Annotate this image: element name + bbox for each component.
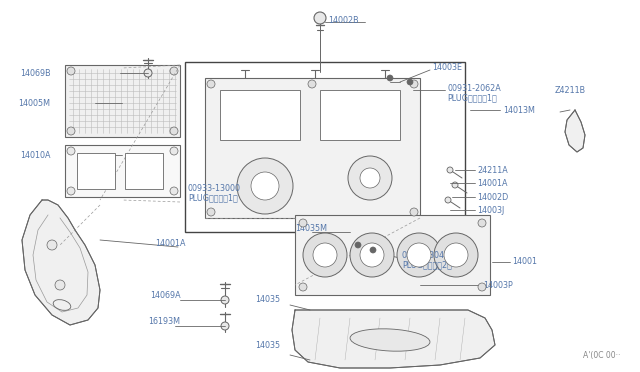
Circle shape bbox=[478, 219, 486, 227]
Text: 14003J: 14003J bbox=[477, 205, 504, 215]
Circle shape bbox=[67, 187, 75, 195]
Circle shape bbox=[170, 127, 178, 135]
Polygon shape bbox=[22, 200, 100, 325]
Text: 00931-2062A: 00931-2062A bbox=[447, 83, 500, 93]
Circle shape bbox=[350, 233, 394, 277]
Circle shape bbox=[360, 168, 380, 188]
Text: 14002D: 14002D bbox=[477, 192, 508, 202]
Circle shape bbox=[348, 156, 392, 200]
Bar bbox=[65, 65, 180, 137]
Circle shape bbox=[207, 208, 215, 216]
Circle shape bbox=[397, 233, 441, 277]
Text: 14013M: 14013M bbox=[503, 106, 535, 115]
Circle shape bbox=[407, 243, 431, 267]
Circle shape bbox=[67, 67, 75, 75]
Circle shape bbox=[434, 233, 478, 277]
Circle shape bbox=[370, 247, 376, 253]
Circle shape bbox=[67, 147, 75, 155]
Polygon shape bbox=[292, 310, 495, 368]
Text: 14010A: 14010A bbox=[20, 151, 51, 160]
Text: 14035M: 14035M bbox=[295, 224, 327, 232]
Circle shape bbox=[355, 242, 361, 248]
Circle shape bbox=[170, 147, 178, 155]
Circle shape bbox=[170, 187, 178, 195]
Circle shape bbox=[444, 243, 468, 267]
Circle shape bbox=[55, 280, 65, 290]
Circle shape bbox=[410, 208, 418, 216]
Circle shape bbox=[47, 240, 57, 250]
Circle shape bbox=[221, 322, 229, 330]
Text: 24211A: 24211A bbox=[477, 166, 508, 174]
Circle shape bbox=[407, 79, 413, 85]
Circle shape bbox=[303, 233, 347, 277]
Ellipse shape bbox=[350, 329, 430, 351]
Text: PLUGブラグ〈1〉: PLUGブラグ〈1〉 bbox=[188, 193, 237, 202]
Text: 16193M: 16193M bbox=[148, 317, 180, 327]
Text: 14069A: 14069A bbox=[150, 291, 180, 299]
Text: 14069B: 14069B bbox=[20, 68, 51, 77]
Bar bbox=[320, 90, 400, 140]
Bar bbox=[125, 153, 163, 189]
Circle shape bbox=[221, 296, 229, 304]
Circle shape bbox=[445, 197, 451, 203]
Text: 00933-13000: 00933-13000 bbox=[188, 183, 241, 192]
Text: 14003P: 14003P bbox=[483, 280, 513, 289]
Circle shape bbox=[207, 80, 215, 88]
Bar bbox=[295, 215, 490, 295]
Text: 08931-3041A: 08931-3041A bbox=[402, 250, 456, 260]
Circle shape bbox=[144, 69, 152, 77]
Circle shape bbox=[387, 75, 393, 81]
Text: 14001A: 14001A bbox=[155, 238, 186, 247]
Circle shape bbox=[308, 80, 316, 88]
Polygon shape bbox=[565, 110, 585, 152]
Circle shape bbox=[299, 283, 307, 291]
Circle shape bbox=[251, 172, 279, 200]
Circle shape bbox=[67, 127, 75, 135]
Circle shape bbox=[313, 243, 337, 267]
Bar bbox=[185, 62, 465, 232]
Bar bbox=[65, 145, 180, 197]
Circle shape bbox=[237, 158, 293, 214]
Text: PLUGブラグ〈1〉: PLUGブラグ〈1〉 bbox=[447, 93, 497, 103]
Circle shape bbox=[299, 219, 307, 227]
Text: 14003E: 14003E bbox=[432, 62, 462, 71]
Text: 14001A: 14001A bbox=[477, 179, 508, 187]
Text: Z4211B: Z4211B bbox=[555, 86, 586, 94]
Circle shape bbox=[410, 80, 418, 88]
Circle shape bbox=[360, 243, 384, 267]
Text: 14035: 14035 bbox=[255, 340, 280, 350]
Text: 14035: 14035 bbox=[255, 295, 280, 305]
Bar bbox=[77, 153, 115, 189]
Text: 14005M: 14005M bbox=[18, 99, 50, 108]
Text: PLUGブラグ〈2〉: PLUGブラグ〈2〉 bbox=[402, 260, 452, 269]
Circle shape bbox=[452, 182, 458, 188]
Text: 14002B: 14002B bbox=[328, 16, 358, 25]
Bar bbox=[205, 78, 420, 218]
Bar bbox=[220, 90, 300, 140]
Circle shape bbox=[314, 12, 326, 24]
Text: A'(0C 00··: A'(0C 00·· bbox=[582, 351, 620, 360]
Circle shape bbox=[170, 67, 178, 75]
Text: 14001: 14001 bbox=[512, 257, 537, 266]
Circle shape bbox=[478, 283, 486, 291]
Circle shape bbox=[447, 167, 453, 173]
